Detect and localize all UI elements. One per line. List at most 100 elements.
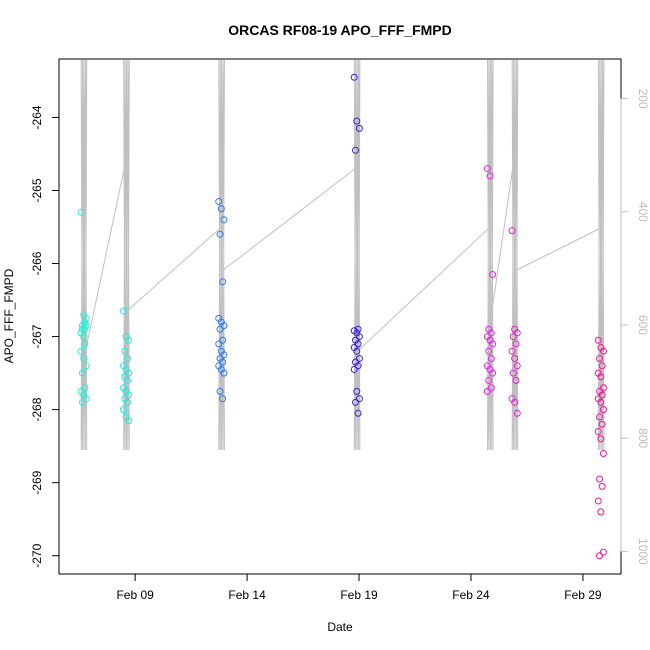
point-f6-8 xyxy=(513,362,521,370)
point-f1-8 xyxy=(82,322,90,330)
point-f4-4 xyxy=(351,146,359,154)
point-f1-15 xyxy=(81,384,89,392)
point-f2-18 xyxy=(125,417,133,425)
point-f1-14 xyxy=(78,369,86,377)
point-f7-23 xyxy=(599,548,607,556)
point-f7-18 xyxy=(599,449,607,457)
point-f5-1 xyxy=(483,165,491,173)
point-f1-9 xyxy=(78,325,86,333)
transit-line-3 xyxy=(223,168,356,271)
point-f4-15 xyxy=(354,362,362,370)
point-f3-1 xyxy=(215,197,223,205)
point-f7-17 xyxy=(597,435,605,443)
point-f1-20 xyxy=(81,318,89,326)
point-f7-12 xyxy=(597,398,605,406)
point-f1-12 xyxy=(80,355,88,363)
point-f2-3 xyxy=(125,336,133,344)
point-f1-18 xyxy=(82,395,90,403)
x-axis: Feb 09 Feb 14 Feb 19 Feb 24 Feb 29 xyxy=(116,574,602,602)
y-tick-label-3: -266 xyxy=(30,251,44,275)
point-f7-21 xyxy=(594,497,602,505)
profile-line-6 xyxy=(511,59,519,451)
transit-line-4 xyxy=(358,228,489,351)
point-f3-15 xyxy=(219,358,227,366)
point-f2-15 xyxy=(123,398,131,406)
right-tick-label-4: 800 xyxy=(636,428,650,448)
profile-line-2 xyxy=(123,59,130,451)
y-tick-label-4: -267 xyxy=(30,324,44,348)
point-f4-13 xyxy=(355,355,363,363)
point-f3-20 xyxy=(219,395,227,403)
y-tick-label-7: -270 xyxy=(30,543,44,567)
point-f5-15 xyxy=(487,384,495,392)
point-f5-2 xyxy=(486,172,494,180)
point-f3-19 xyxy=(216,387,224,395)
point-f3-13 xyxy=(220,351,228,359)
point-f7-10 xyxy=(598,391,606,399)
right-tick-label-5: 1000 xyxy=(636,538,650,565)
point-f7-20 xyxy=(598,482,606,490)
point-f5-8 xyxy=(489,340,497,348)
point-f5-9 xyxy=(485,347,493,355)
point-f7-1 xyxy=(594,336,602,344)
point-f7-7 xyxy=(597,373,605,381)
point-f6-6 xyxy=(508,347,516,355)
point-f5-16 xyxy=(483,387,491,395)
point-f2-8 xyxy=(125,369,133,377)
y-tick-label-6: -269 xyxy=(30,470,44,494)
profile-line-4 xyxy=(353,59,361,451)
point-f6-7 xyxy=(511,355,519,363)
point-f6-4 xyxy=(509,333,517,341)
y-axis: -264 -265 -266 -267 -268 -269 -270 xyxy=(30,105,59,568)
point-f1-19 xyxy=(78,398,86,406)
point-f3-18 xyxy=(220,369,228,377)
point-f2-10 xyxy=(123,376,131,384)
point-f1-21 xyxy=(77,329,85,337)
point-f2-4 xyxy=(121,347,129,355)
transit-line-5 xyxy=(491,168,514,311)
point-f4-5 xyxy=(354,325,362,333)
point-f7-8 xyxy=(599,384,607,392)
point-f4-2 xyxy=(353,117,361,125)
point-f6-10 xyxy=(512,376,520,384)
y-tick-label-2: -265 xyxy=(30,178,44,202)
point-f4-17 xyxy=(353,387,361,395)
point-f3-10 xyxy=(219,336,227,344)
point-f5-3 xyxy=(489,270,497,278)
point-f2-5 xyxy=(123,355,131,363)
point-f5-14 xyxy=(485,376,493,384)
point-f7-22 xyxy=(597,508,605,516)
data-points xyxy=(77,73,607,560)
point-f3-4 xyxy=(216,230,224,238)
point-f4-12 xyxy=(353,347,361,355)
point-f4-20 xyxy=(354,409,362,417)
point-f4-16 xyxy=(350,365,358,373)
point-f2-16 xyxy=(120,406,128,414)
x-axis-label: Date xyxy=(327,620,353,634)
point-f7-5 xyxy=(598,362,606,370)
point-f7-3 xyxy=(599,347,607,355)
point-f6-1 xyxy=(508,227,516,235)
point-f7-19 xyxy=(596,475,604,483)
point-f1-5 xyxy=(81,325,89,333)
point-f4-3 xyxy=(355,124,363,132)
right-tick-label-1: 200 xyxy=(636,89,650,109)
point-f7-4 xyxy=(596,355,604,363)
point-f1-3 xyxy=(82,314,90,322)
y-tick-label-5: -268 xyxy=(30,397,44,421)
point-f6-13 xyxy=(513,409,521,417)
x-tick-label-3: Feb 19 xyxy=(340,588,378,602)
profile-line-1 xyxy=(80,59,88,451)
point-f6-12 xyxy=(511,398,519,406)
point-f1-10 xyxy=(81,340,89,348)
x-tick-label-1: Feb 09 xyxy=(116,588,154,602)
x-tick-label-5: Feb 29 xyxy=(564,588,602,602)
point-f3-3 xyxy=(220,216,228,224)
x-tick-label-4: Feb 24 xyxy=(452,588,490,602)
point-f3-9 xyxy=(216,325,224,333)
point-f1-13 xyxy=(82,362,90,370)
point-f3-11 xyxy=(215,340,223,348)
point-f1-1 xyxy=(77,208,85,216)
point-f6-3 xyxy=(513,329,521,337)
y-tick-label-1: -264 xyxy=(30,105,44,129)
